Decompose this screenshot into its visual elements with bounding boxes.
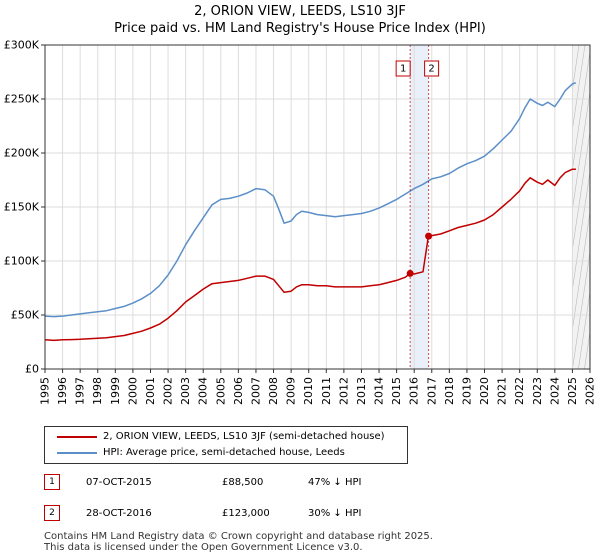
x-tick-label: 1999 [109,377,122,405]
x-tick-label: 2008 [267,377,280,405]
y-tick-label: £150K [4,201,40,214]
x-tick-label: 2014 [373,377,386,405]
transaction-marker: 1 [44,474,60,490]
sale-number-label: 2 [428,64,434,75]
hpi-series-line [44,82,577,318]
x-tick-label: 2002 [162,377,175,405]
x-tick-label: 2011 [320,377,333,405]
x-tick-label: 1998 [91,377,104,405]
x-tick-label: 2007 [249,377,262,405]
x-tick-label: 2004 [197,377,210,405]
legend-swatch-property [57,436,97,438]
hatch-line [596,45,600,369]
transaction-hpi: 47% ↓ HPI [308,477,362,488]
x-tick-label: 2015 [390,377,403,405]
x-tick-label: 1997 [74,377,87,405]
chart-subtitle: Price paid vs. HM Land Registry's House … [114,21,486,36]
transaction-marker: 2 [44,505,60,521]
y-tick-label: £0 [25,363,39,376]
x-tick-label: 2009 [285,377,298,405]
x-tick-label: 2019 [460,377,473,405]
transaction-date: 07-OCT-2015 [86,477,152,488]
y-tick-label: £50K [11,309,40,322]
footer-license: This data is licensed under the Open Gov… [44,542,363,553]
y-tick-label: £200K [4,147,40,160]
x-tick-label: 2000 [126,377,139,405]
chart-title: 2, ORION VIEW, LEEDS, LS10 3JF [194,4,406,19]
price-chart: 1 2 1995 1996 1997 1998 1999 2000 2001 2002 2003 2… [4,39,600,406]
legend-label-property: 2, ORION VIEW, LEEDS, LS10 3JF (semi-det… [103,431,385,442]
footer-copyright: Contains HM Land Registry data © Crown c… [44,531,433,542]
chart-legend: 2, ORION VIEW, LEEDS, LS10 3JF (semi-det… [44,426,408,464]
x-tick-label: 2010 [302,377,315,405]
sale-number-box [395,60,411,77]
sale-number-box [424,60,440,77]
y-tick-label: £300K [4,39,40,52]
x-tick-label: 2024 [548,377,561,405]
legend-label-hpi: HPI: Average price, semi-detached house,… [103,447,345,458]
x-tick-label: 2003 [179,377,192,405]
legend-swatch-hpi [57,452,97,454]
transaction-price: £88,500 [222,477,264,488]
hatch-line [590,45,600,369]
transaction-hpi: 30% ↓ HPI [308,508,362,519]
x-tick-label: 1996 [56,377,69,405]
x-tick-label: 2025 [566,377,579,405]
x-tick-label: 2021 [496,377,509,405]
transaction-price: £123,000 [222,508,270,519]
sale-number-label: 1 [400,64,406,75]
x-tick-label: 2013 [355,377,368,405]
x-tick-label: 2018 [443,377,456,405]
x-tick-label: 1995 [39,377,52,405]
x-tick-label: 2016 [408,377,421,405]
y-tick-label: £250K [4,93,40,106]
x-tick-label: 2026 [584,377,597,405]
y-tick-label: £100K [4,255,40,268]
transaction-date: 28-OCT-2016 [86,508,152,519]
price-series-line [44,168,576,342]
sale-point-marker [425,232,433,240]
x-tick-label: 2020 [478,377,491,405]
sale-point-marker [406,269,414,277]
x-tick-label: 2023 [531,377,544,405]
x-tick-label: 2006 [232,377,245,405]
x-tick-label: 2017 [425,377,438,405]
x-tick-label: 2001 [144,377,157,405]
x-tick-label: 2005 [214,377,227,405]
x-tick-label: 2012 [337,377,350,405]
x-tick-label: 2022 [513,377,526,405]
